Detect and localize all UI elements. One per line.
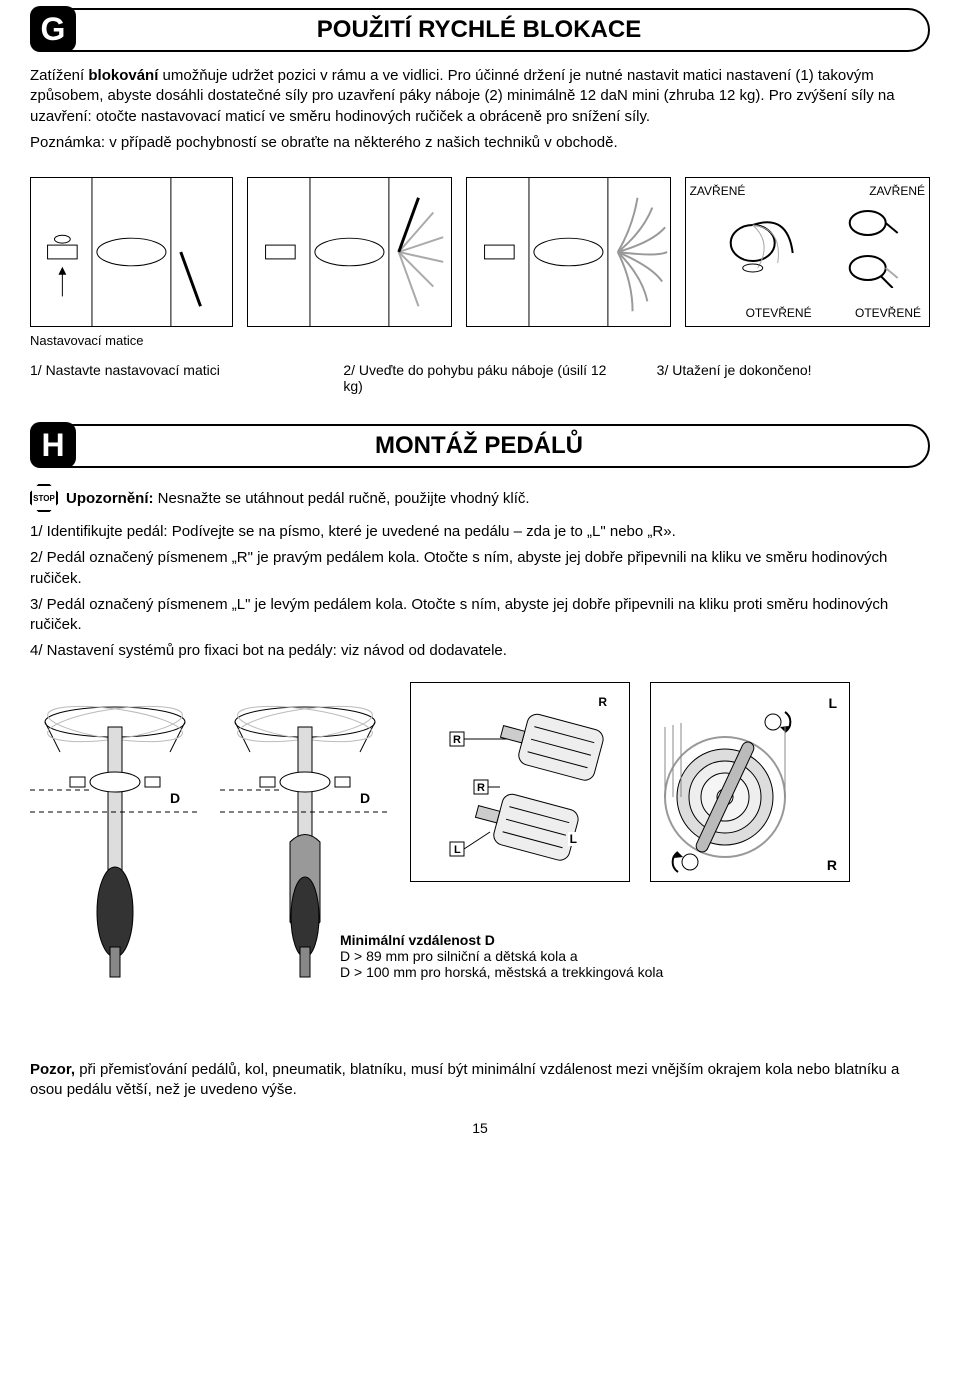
fig-g-4: ZAVŘENÉ ZAVŘENÉ OTEVŘENÉ OTEVŘENÉ <box>685 177 930 327</box>
warning-text: Upozornění: Nesnažte se utáhnout pedál r… <box>66 490 530 507</box>
fig4-label-closed-right: ZAVŘENÉ <box>869 184 925 198</box>
fig-g-2 <box>247 177 452 327</box>
fig4-label-open-left: OTEVŘENÉ <box>746 306 812 320</box>
d-label-2: D <box>358 790 372 806</box>
page-number: 15 <box>30 1120 930 1136</box>
warning-label: Upozornění: <box>66 490 154 507</box>
bike-front-2: D <box>220 682 390 982</box>
fig-g-1 <box>30 177 233 327</box>
crank-r-label: R <box>825 857 839 873</box>
crank-l-label: L <box>826 695 839 711</box>
warning-row: STOP Upozornění: Nesnažte se utáhnout pe… <box>30 484 930 512</box>
d-label-1: D <box>168 790 182 806</box>
section-g-paragraph: Zatížení blokování umožňuje udržet pozic… <box>30 66 930 127</box>
steps-row-g: 1/ Nastavte nastavovací matici 2/ Uveďte… <box>30 362 930 394</box>
h-step-3: 3/ Pedál označený písmenem „L" je levým … <box>30 595 930 636</box>
pedal-box: R L R R L <box>410 682 630 882</box>
h-step-1: 1/ Identifikujte pedál: Podívejte se na … <box>30 522 930 542</box>
svg-text:R: R <box>477 782 485 794</box>
h-step-2: 2/ Pedál označený písmenem „R" je pravým… <box>30 548 930 589</box>
dist-title: Minimální vzdálenost D <box>340 932 930 948</box>
svg-text:R: R <box>453 734 461 746</box>
footer-text: při přemisťování pedálů, kol, pneumatik,… <box>30 1061 899 1098</box>
step-2: 2/ Uveďte do pohybu páku náboje (úsilí 1… <box>343 362 616 394</box>
section-g-letter: G <box>30 6 76 52</box>
section-h-letter: H <box>30 422 76 468</box>
section-g-note: Poznámka: v případě pochybností se obrať… <box>30 133 930 153</box>
step-3: 3/ Utažení je dokončeno! <box>657 362 930 394</box>
step-1: 1/ Nastavte nastavovací matici <box>30 362 303 394</box>
bike-front-1: D <box>30 682 200 982</box>
fig4-label-closed-left: ZAVŘENÉ <box>690 184 746 198</box>
footer-warning: Pozor, při přemisťování pedálů, kol, pne… <box>30 1060 930 1101</box>
warning-body: Nesnažte se utáhnout pedál ručně, použij… <box>158 490 530 507</box>
section-h-title: MONTÁŽ PEDÁLŮ <box>76 432 928 460</box>
dist-line-2: D > 100 mm pro horská, městská a trekkin… <box>340 964 930 980</box>
distance-note: Minimální vzdálenost D D > 89 mm pro sil… <box>340 932 930 980</box>
crank-box: L R <box>650 682 850 882</box>
footer-bold: Pozor, <box>30 1061 75 1078</box>
pedal-l-annotation: L <box>568 832 579 846</box>
section-g-header: G POUŽITÍ RYCHLÉ BLOKACE <box>30 8 930 52</box>
fig-g-1-caption: Nastavovací matice <box>30 333 233 348</box>
fig4-label-open-right: OTEVŘENÉ <box>855 306 921 320</box>
h-step-4: 4/ Nastavení systémů pro fixaci bot na p… <box>30 641 930 661</box>
section-g-title: POUŽITÍ RYCHLÉ BLOKACE <box>76 16 928 44</box>
dist-line-1: D > 89 mm pro silniční a dětská kola a <box>340 948 930 964</box>
section-h-header: H MONTÁŽ PEDÁLŮ <box>30 424 930 468</box>
fig-g-3 <box>466 177 671 327</box>
stop-icon: STOP <box>30 484 58 512</box>
pedal-r-annotation: R <box>596 695 609 709</box>
svg-text:L: L <box>454 844 461 856</box>
figure-row-g: Nastavovací matice <box>30 177 930 348</box>
